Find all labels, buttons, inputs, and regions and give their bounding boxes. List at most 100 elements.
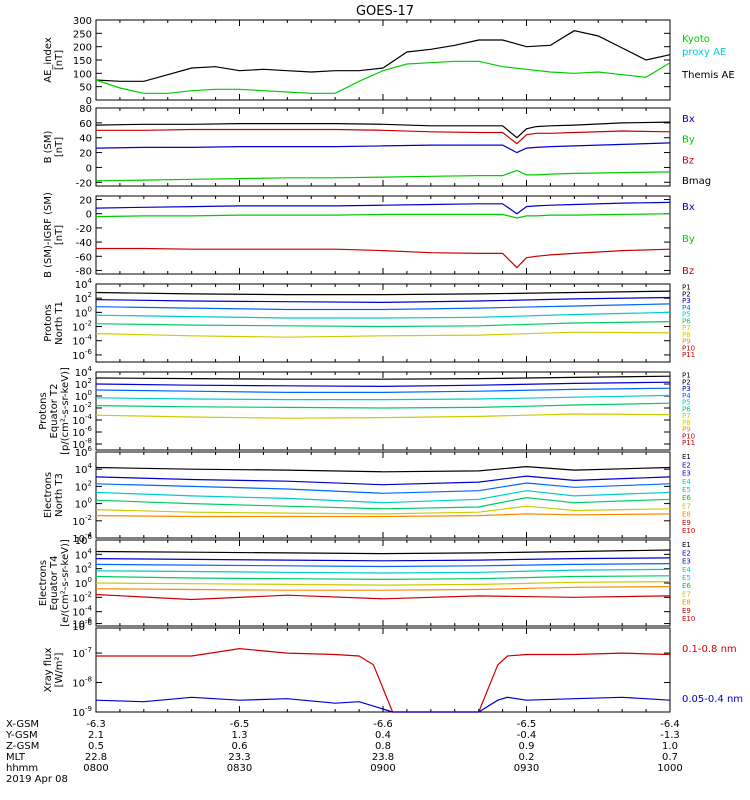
y-axis-label-line: B (SM)-IGRF (SM): [43, 192, 54, 278]
y-tick-label: -60: [76, 252, 92, 263]
legend-entry: E5: [682, 574, 691, 582]
series-line-3: [95, 562, 671, 568]
footer-value: 1.0: [662, 741, 678, 752]
footer-value: -6.3: [86, 719, 106, 730]
series-line-1: [95, 375, 671, 380]
y-tick-exponent: -2: [85, 590, 92, 598]
y-tick-exponent: -7: [85, 646, 92, 654]
legend-entry: 0.1-0.8 nm: [682, 644, 737, 655]
series-line-2: [96, 128, 671, 145]
series-line-6: [95, 505, 671, 515]
footer-value: 23.3: [228, 752, 250, 763]
y-axis-label-line: Protons: [38, 392, 49, 429]
footer-value: 0.8: [375, 741, 391, 752]
series-line-2: [95, 213, 671, 219]
panel-2: -20 0 20 40 60 80 B (SM)[nT] Bx By Bz Bmag: [43, 104, 711, 189]
series-line-6: [95, 580, 671, 586]
y-axis-label: B (SM)-IGRF (SM)[nT]: [43, 192, 65, 278]
y-tick-label: 0: [86, 96, 92, 107]
y-tick-exponent: 0: [88, 305, 92, 313]
y-axis-label: AE_index[nT]: [43, 37, 65, 83]
legend-entry: E8: [682, 599, 691, 607]
y-tick-label: 60: [79, 119, 92, 130]
panel-frame: [95, 627, 671, 713]
y-tick-exponent: 2: [88, 479, 92, 487]
series-line-2: [95, 60, 671, 94]
legend-entry: By: [682, 135, 695, 146]
legend-entry: E5: [682, 486, 691, 494]
panel-1: 0 50 100 150 200 250 300 AE_index[nT] Kyoto proxy…: [43, 16, 735, 107]
y-tick-exponent: -2: [85, 320, 92, 328]
legend-entry: P1: [682, 372, 691, 380]
footer-value: -6.5: [517, 719, 537, 730]
y-tick-label: 102: [75, 291, 92, 305]
legend-entry: E7: [682, 590, 691, 598]
y-tick-exponent: -4: [85, 334, 93, 342]
y-tick-label: 106: [75, 533, 93, 547]
legend-entry: P7: [682, 324, 691, 332]
y-tick-exponent: 0: [88, 497, 92, 505]
legend-entry: E6: [682, 494, 691, 502]
y-tick-label: 50: [79, 83, 92, 94]
legend-entry: E10: [682, 527, 695, 535]
panel-3: -80 -60 -40 -20 0 20 B (SM)-IGRF (SM)[nT] Bx By B…: [43, 192, 695, 278]
legend-entry: Bmag: [682, 176, 711, 187]
y-tick-label: 10-2: [72, 590, 92, 604]
y-axis-label-line: Protons: [43, 304, 54, 341]
y-tick-exponent: -4: [85, 531, 93, 539]
legend-entry: P8: [682, 331, 691, 339]
series-line-2: [95, 475, 671, 486]
y-tick-label: 102: [75, 562, 92, 576]
footer-value: -6.4: [660, 719, 680, 730]
footer-value: 0830: [227, 763, 252, 774]
footer-value: 1000: [657, 763, 682, 774]
footer-value: 0.5: [88, 741, 104, 752]
series-line-5: [95, 575, 671, 581]
legend-entry: E2: [682, 549, 691, 557]
y-tick-exponent: 2: [88, 377, 92, 385]
footer-value: 23.8: [372, 752, 394, 763]
legend-entry: P3: [682, 385, 691, 393]
legend-entry: E8: [682, 511, 691, 519]
footer-value: -1.3: [660, 730, 680, 741]
legend-entry: Bx: [682, 202, 695, 213]
legend-entry: Kyoto: [682, 34, 710, 45]
footer-row-label: Y-GSM: [5, 730, 38, 741]
footer-value: 0900: [370, 763, 395, 774]
legend-entry: E9: [682, 519, 691, 527]
legend-entry: P9: [682, 338, 691, 346]
y-tick-exponent: 2: [88, 562, 92, 570]
legend-entry: P11: [682, 439, 695, 447]
footer-value: 0800: [83, 763, 108, 774]
figure-title: GOES-17: [356, 4, 414, 19]
legend-entry: P5: [682, 311, 691, 319]
footer-date: 2019 Apr 08: [6, 774, 68, 785]
y-axis-label: B (SM)[nT]: [43, 130, 65, 163]
series-line-3: [96, 247, 671, 269]
legend-entry: P6: [682, 317, 691, 325]
y-tick-label: 10-6: [72, 348, 92, 362]
y-tick-label: -20: [76, 224, 92, 235]
y-axis-label: ElectronsEquator T4[e/(cm²-s-sr-keV)]: [38, 539, 71, 627]
y-tick-label: -20: [76, 178, 92, 189]
series-line-5: [95, 321, 671, 328]
y-tick-label: -40: [76, 238, 92, 249]
y-tick-label: 0: [86, 163, 92, 174]
legend-entry: Bx: [682, 114, 695, 125]
footer-value: 0.2: [519, 752, 535, 763]
legend-entry: P10: [682, 432, 695, 440]
y-tick-label: 104: [75, 277, 93, 291]
legend-entry: E7: [682, 502, 691, 510]
y-tick-label: 100: [75, 576, 92, 590]
y-axis-label: ProtonsNorth T1: [43, 301, 65, 345]
y-axis-label-line: [nT]: [54, 50, 65, 70]
series-line-1: [95, 465, 671, 473]
y-axis-label-line: [W/m²]: [54, 652, 65, 687]
footer-row-label: X-GSM: [6, 719, 39, 730]
series-line-3: [95, 303, 671, 311]
y-tick-exponent: -2: [85, 401, 92, 409]
y-axis-label: Xray flux[W/m²]: [43, 648, 65, 693]
y-axis-label-line: North T1: [54, 301, 65, 345]
series-line-6: [95, 331, 671, 338]
legend-entry: E4: [682, 478, 691, 486]
